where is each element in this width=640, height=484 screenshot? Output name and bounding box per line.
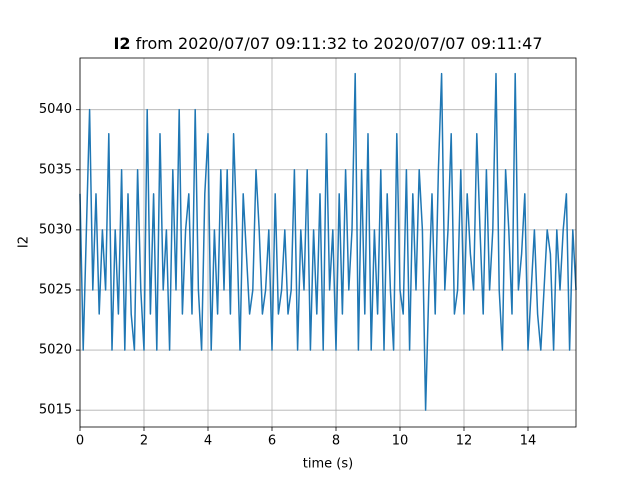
x-tick-label: 4 bbox=[204, 434, 212, 449]
x-axis-label: time (s) bbox=[303, 457, 353, 472]
y-tick-label: 5025 bbox=[39, 282, 72, 297]
x-tick-label: 2 bbox=[140, 434, 148, 449]
x-tick-label: 14 bbox=[520, 434, 537, 449]
x-tick-label: 8 bbox=[332, 434, 340, 449]
title-rest: from 2020/07/07 09:11:32 to 2020/07/07 0… bbox=[136, 34, 543, 53]
y-tick-label: 5030 bbox=[39, 222, 72, 237]
x-tick-label: 6 bbox=[268, 434, 276, 449]
plot-frame bbox=[79, 57, 577, 428]
x-tick-label: 10 bbox=[392, 434, 409, 449]
y-tick-label: 5020 bbox=[39, 343, 72, 358]
y-tick-label: 5040 bbox=[39, 102, 72, 117]
chart-title: I2 from 2020/07/07 09:11:32 to 2020/07/0… bbox=[113, 34, 542, 53]
data-line bbox=[79, 72, 577, 411]
y-tick-label: 5035 bbox=[39, 162, 72, 177]
x-tick-label: 0 bbox=[76, 434, 84, 449]
y-axis-label: I2 bbox=[17, 236, 32, 248]
title-bold: I2 bbox=[113, 34, 130, 53]
y-tick-label: 5015 bbox=[39, 403, 72, 418]
x-tick-label: 12 bbox=[456, 434, 473, 449]
